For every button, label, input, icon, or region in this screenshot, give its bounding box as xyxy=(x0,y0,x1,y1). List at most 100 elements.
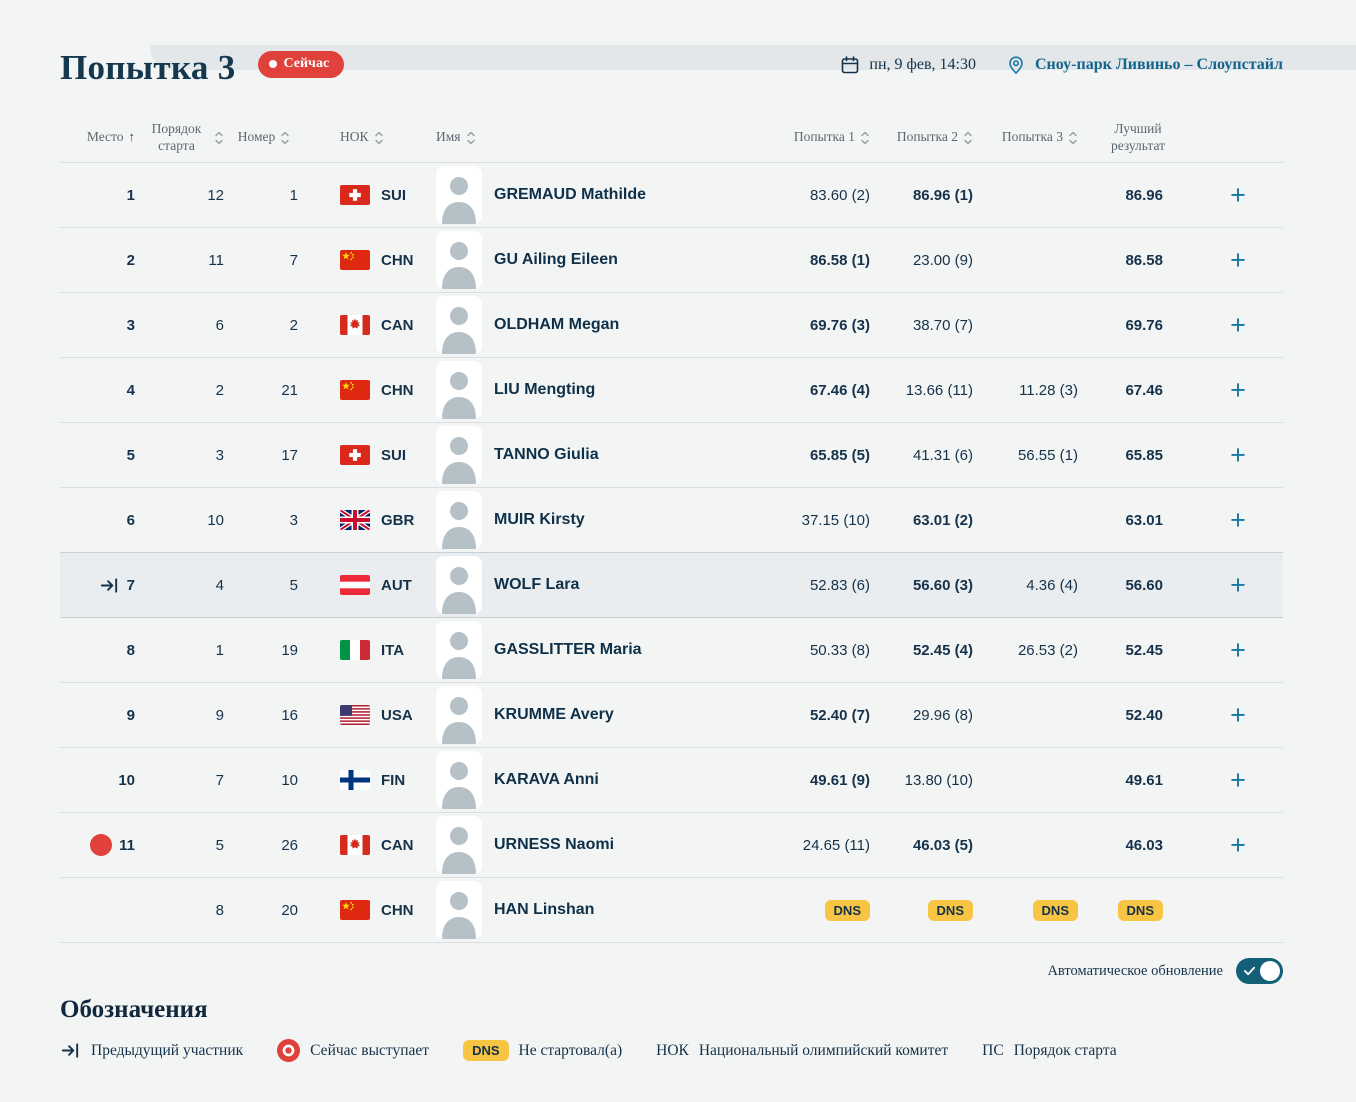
live-now-badge: Сейчас xyxy=(257,50,345,78)
expand-row-button[interactable]: + xyxy=(1230,504,1246,535)
expand-row-button[interactable]: + xyxy=(1230,829,1246,860)
table-row: 1 12 1 SUI GREMAUD Mathilde 83.60 (2) 86.96 (1… xyxy=(60,163,1283,228)
column-header-7[interactable]: Попытка 2 xyxy=(875,129,978,146)
attempt-score: 65.85 (5) xyxy=(809,446,870,464)
expand-cell: + xyxy=(1193,309,1283,340)
attempt-score: 46.03 (5) xyxy=(912,836,973,854)
best-result-cell: 86.58 xyxy=(1125,251,1163,269)
sort-icon xyxy=(964,131,972,144)
best-result-cell: 63.01 xyxy=(1125,511,1163,529)
athlete-cell: GASSLITTER Maria xyxy=(412,621,775,679)
noc-cell: CAN xyxy=(300,835,414,855)
best-result-cell: 86.96 xyxy=(1125,186,1163,204)
bib-number-cell: 26 xyxy=(281,836,298,854)
attempt-score: 52.40 (7) xyxy=(809,706,870,724)
bib-number-cell: 16 xyxy=(281,706,298,724)
bib-number-cell: 7 xyxy=(289,251,298,269)
legend-label: Порядок старта xyxy=(1013,1041,1117,1059)
legend-abbr: ПС xyxy=(982,1041,1004,1059)
column-header-label: Лучший результат xyxy=(1110,120,1166,153)
athlete-cell: WOLF Lara xyxy=(412,556,775,614)
athlete-name: KARAVA Anni xyxy=(494,771,599,788)
expand-row-button[interactable]: + xyxy=(1230,569,1246,600)
column-header-2[interactable]: Порядок старта xyxy=(140,121,228,155)
attempt-score: 13.66 (11) xyxy=(905,381,973,399)
expand-cell: + xyxy=(1193,634,1283,665)
best-result-cell: 67.46 xyxy=(1125,381,1163,399)
place-cell: 9 xyxy=(60,707,140,724)
expand-row-button[interactable]: + xyxy=(1230,764,1246,795)
column-header-label: Попытка 3 xyxy=(1001,129,1063,145)
place-cell: 2 xyxy=(60,252,140,269)
best-result-cell: DNS xyxy=(1083,899,1193,921)
column-header-1[interactable]: Место ↑ xyxy=(60,129,140,146)
best-result-cell: 46.03 xyxy=(1125,836,1163,854)
table-row: 7 4 5 AUT WOLF Lara 52.83 (6) 56.60 (3) 4.36 (4… xyxy=(60,553,1283,618)
noc-cell: CHN xyxy=(300,250,414,270)
start-order-cell: 10 xyxy=(207,511,224,529)
athlete-cell: MUIR Kirsty xyxy=(412,491,775,549)
place-value: 9 xyxy=(126,706,135,724)
expand-row-button[interactable]: + xyxy=(1230,374,1246,405)
attempt-score: DNS xyxy=(875,899,978,921)
place-value: 5 xyxy=(126,446,135,464)
sort-icon xyxy=(214,131,223,144)
legend-label: Сейчас выступает xyxy=(310,1041,430,1059)
noc-cell: CAN xyxy=(300,315,414,335)
noc-flag xyxy=(340,315,370,335)
start-order-cell: 1 xyxy=(215,641,224,659)
attempt-score: 86.96 (1) xyxy=(912,186,973,204)
column-header-3[interactable]: Номер xyxy=(228,129,300,146)
place-value: 1 xyxy=(126,186,135,204)
expand-cell: + xyxy=(1193,569,1283,600)
bib-number-cell: 5 xyxy=(289,576,298,594)
expand-row-button[interactable]: + xyxy=(1230,179,1246,210)
auto-update-toggle[interactable] xyxy=(1236,958,1283,984)
place-cell: 11 xyxy=(60,834,140,856)
athlete-photo xyxy=(436,491,482,549)
place-cell: 5 xyxy=(60,447,140,464)
dns-badge: DNS xyxy=(1117,899,1163,921)
event-datetime: пн, 9 фев, 14:30 xyxy=(840,55,976,75)
attempt-score: DNS xyxy=(775,899,875,921)
place-cell: 3 xyxy=(60,317,140,334)
place-value: 4 xyxy=(126,381,135,399)
expand-row-button[interactable]: + xyxy=(1230,244,1246,275)
sort-ascending-icon: ↑ xyxy=(128,129,136,145)
athlete-photo xyxy=(436,166,482,224)
dns-badge: DNS xyxy=(463,1040,509,1061)
noc-code: SUI xyxy=(381,186,407,204)
attempt-score: 38.70 (7) xyxy=(912,316,973,334)
expand-row-button[interactable]: + xyxy=(1230,309,1246,340)
athlete-cell: KARAVA Anni xyxy=(412,751,775,809)
dns-badge: DNS xyxy=(824,899,870,921)
sort-icon xyxy=(281,131,290,144)
column-header-6[interactable]: Попытка 1 xyxy=(775,129,875,146)
noc-code: AUT xyxy=(381,576,412,594)
athlete-photo xyxy=(436,881,482,939)
expand-cell: + xyxy=(1193,244,1283,275)
athlete-photo xyxy=(436,556,482,614)
place-cell: 8 xyxy=(60,642,140,659)
location-pin-icon xyxy=(1009,56,1023,75)
noc-flag xyxy=(340,835,370,855)
expand-row-button[interactable]: + xyxy=(1230,699,1246,730)
table-row: 4 2 21 CHN LIU Mengting 67.46 (4) 13.66 (11) 11… xyxy=(60,358,1283,423)
column-header-8[interactable]: Попытка 3 xyxy=(978,129,1083,146)
noc-flag xyxy=(340,510,370,530)
bib-number-cell: 2 xyxy=(289,316,298,334)
expand-row-button[interactable]: + xyxy=(1230,439,1246,470)
noc-flag xyxy=(340,575,370,595)
dns-badge: DNS xyxy=(927,899,973,921)
attempt-score: 23.00 (9) xyxy=(912,251,973,269)
noc-cell: GBR xyxy=(300,510,414,530)
expand-row-button[interactable]: + xyxy=(1230,634,1246,665)
athlete-name: KRUMME Avery xyxy=(494,706,614,723)
column-header-label: НОК xyxy=(340,129,369,145)
column-header-5[interactable]: Имя xyxy=(412,129,775,146)
top-panel-edge xyxy=(150,45,1356,70)
column-header-4[interactable]: НОК xyxy=(300,129,412,146)
noc-code: CHN xyxy=(381,381,414,399)
noc-flag xyxy=(340,445,370,465)
expand-cell: + xyxy=(1193,504,1283,535)
